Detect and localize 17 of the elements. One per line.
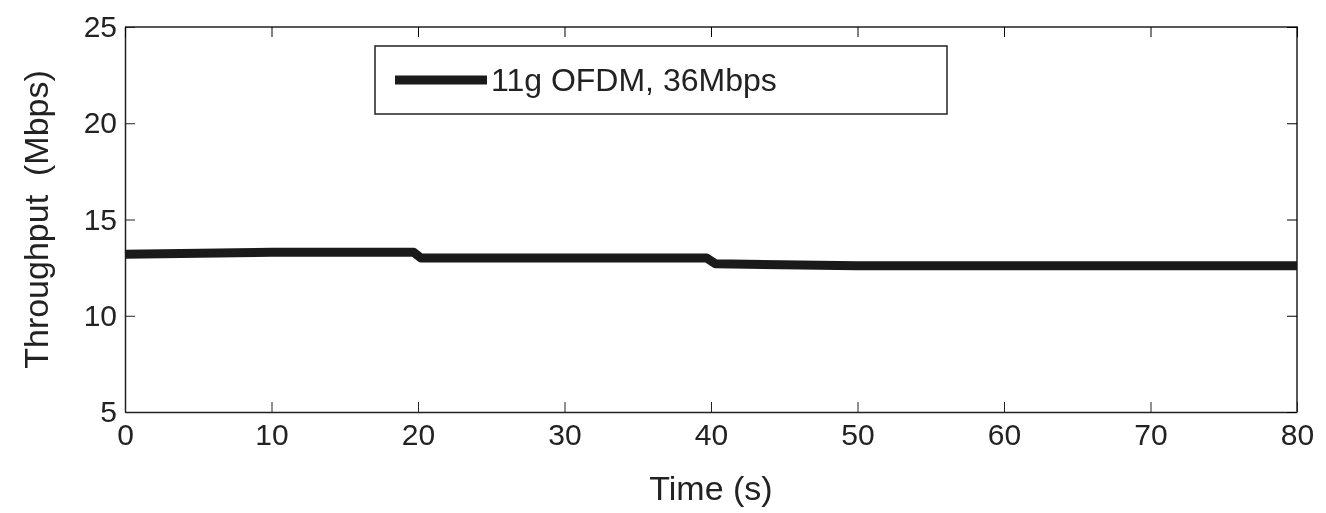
y-tick-label: 15 <box>83 202 117 236</box>
y-tick-label: 20 <box>83 106 117 140</box>
x-tick-label: 50 <box>841 418 875 452</box>
y-axis-title: Throughput (Mbps) <box>17 70 55 369</box>
x-tick-label: 0 <box>117 418 134 452</box>
x-tick-label: 40 <box>694 418 729 452</box>
x-tick-label: 60 <box>987 418 1022 452</box>
x-tick-label: 70 <box>1134 418 1168 452</box>
y-tick-label: 25 <box>83 10 117 44</box>
y-tick-label: 10 <box>83 298 117 332</box>
x-tick-label: 30 <box>548 418 582 452</box>
x-tick-label: 10 <box>255 418 289 452</box>
x-tick-label: 80 <box>1280 418 1315 452</box>
x-axis-title: Time (s) <box>649 469 773 507</box>
y-tick-label: 5 <box>100 395 117 429</box>
x-tick-label: 20 <box>401 418 436 452</box>
legend-label: 11g OFDM, 36Mbps <box>491 62 777 98</box>
